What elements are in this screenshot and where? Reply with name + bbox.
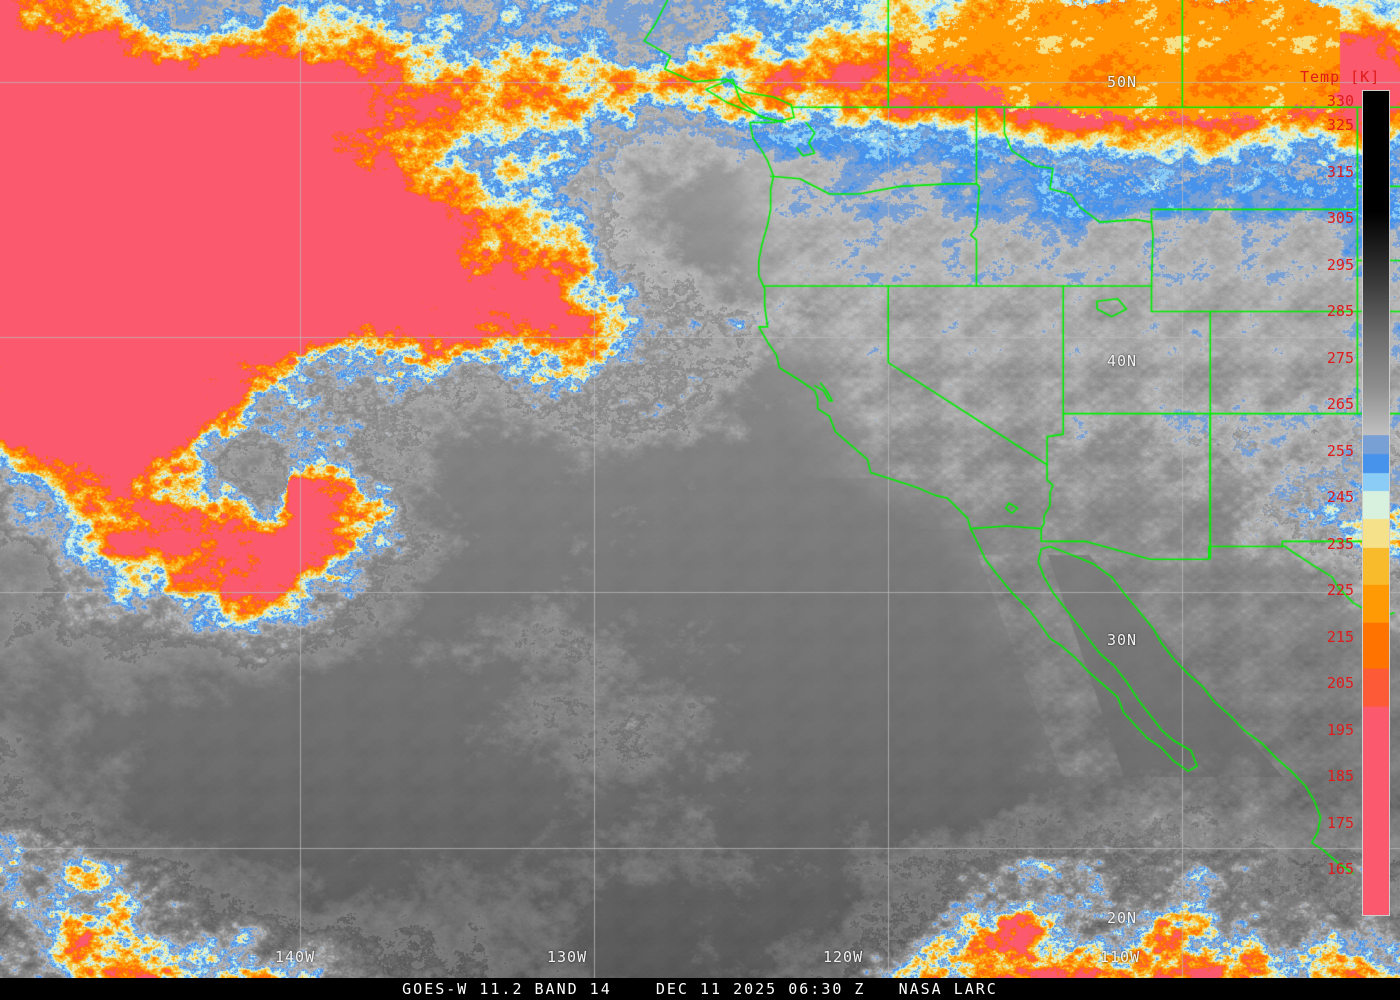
caption-time: 06:30 Z bbox=[788, 980, 866, 998]
caption-bar: GOES-W 11.2 BAND 14 DEC 11 2025 06:30 Z … bbox=[0, 978, 1400, 1000]
colorbar-tick-235: 235 bbox=[1326, 535, 1354, 553]
colorbar-tick-325: 325 bbox=[1326, 116, 1354, 134]
colorbar-tick-245: 245 bbox=[1326, 488, 1354, 506]
colorbar-tick-205: 205 bbox=[1326, 674, 1354, 692]
colorbar-tick-315: 315 bbox=[1326, 163, 1354, 181]
colorbar-tick-195: 195 bbox=[1326, 721, 1354, 739]
map-overlay-canvas bbox=[0, 0, 1400, 978]
caption-text: GOES-W 11.2 BAND 14 DEC 11 2025 06:30 Z … bbox=[0, 978, 1400, 1000]
colorbar-tick-175: 175 bbox=[1326, 814, 1354, 832]
caption-channel: 11.2 BAND 14 bbox=[479, 980, 612, 998]
geo-label-140w: 140W bbox=[275, 948, 316, 966]
geo-label-20n: 20N bbox=[1107, 909, 1138, 927]
geo-label-130w: 130W bbox=[547, 948, 588, 966]
satellite-map-area: 50N 40N 30N 20N 140W 130W 120W 110W bbox=[0, 0, 1400, 978]
geo-label-40n: 40N bbox=[1107, 352, 1138, 370]
caption-source: NASA LARC bbox=[898, 980, 998, 998]
colorbar-title: Temp [K] bbox=[1300, 68, 1381, 86]
colorbar-tick-275: 275 bbox=[1326, 349, 1354, 367]
geo-label-30n: 30N bbox=[1107, 631, 1138, 649]
colorbar-tick-295: 295 bbox=[1326, 256, 1354, 274]
colorbar-tick-185: 185 bbox=[1326, 767, 1354, 785]
colorbar-tick-165: 165 bbox=[1326, 860, 1354, 878]
colorbar-tick-330: 330 bbox=[1326, 92, 1354, 110]
colorbar-tick-215: 215 bbox=[1326, 628, 1354, 646]
colorbar-tick-285: 285 bbox=[1326, 302, 1354, 320]
geo-label-120w: 120W bbox=[823, 948, 864, 966]
caption-satellite: GOES-W bbox=[402, 980, 469, 998]
geo-label-50n: 50N bbox=[1107, 73, 1138, 91]
caption-date: DEC 11 2025 bbox=[655, 980, 778, 998]
colorbar-gradient bbox=[1362, 90, 1390, 916]
colorbar-tick-255: 255 bbox=[1326, 442, 1354, 460]
colorbar-tick-225: 225 bbox=[1326, 581, 1354, 599]
colorbar-tick-305: 305 bbox=[1326, 209, 1354, 227]
temperature-colorbar: Temp [K] 330 325 315 305 295 285 275 265 255 245 2… bbox=[1290, 60, 1400, 916]
colorbar-tick-265: 265 bbox=[1326, 395, 1354, 413]
geo-label-110w: 110W bbox=[1100, 948, 1141, 966]
